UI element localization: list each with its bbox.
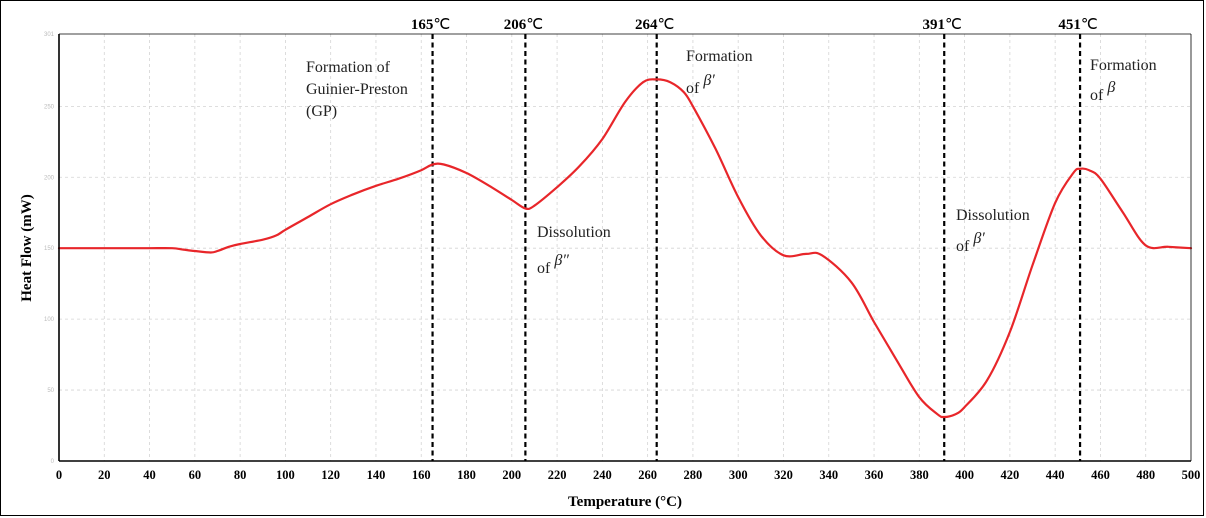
marker-label-451: 451℃	[1058, 17, 1097, 33]
x-tick-label: 460	[1091, 468, 1110, 482]
annotation-diss1-of: of	[537, 260, 554, 277]
marker-label-391: 391℃	[923, 17, 962, 33]
x-tick-labels: 0 20 40 60 80 100 120 140 160 180 200 220 240 260 280 3…	[56, 468, 1201, 482]
x-tick-label: 480	[1136, 468, 1155, 482]
annotation-diss2-sym: β′	[972, 230, 985, 247]
x-tick-label: 320	[774, 468, 793, 482]
temperature-markers: 165℃ 206℃ 264℃ 391℃ 451℃	[411, 17, 1098, 461]
annotation-form1-of: of	[686, 80, 703, 97]
annotation-form1-sym: β′	[702, 72, 715, 89]
marker-unit: ℃	[658, 17, 675, 33]
annotation-diss2-line1: Dissolution	[956, 207, 1030, 224]
annotation-diss1-line2: of β″	[537, 252, 569, 277]
marker-number: 451	[1058, 17, 1081, 33]
marker-unit: ℃	[945, 17, 962, 33]
x-tick-label: 200	[502, 468, 521, 482]
x-tick-label: 60	[189, 468, 202, 482]
y-tick-label: 100	[44, 317, 55, 323]
x-tick-label: 500	[1182, 468, 1201, 482]
y-tick-label: 150	[44, 246, 55, 252]
y-tick-label: 50	[47, 388, 54, 394]
annotation-formation-beta: Formation of β	[1090, 57, 1157, 104]
x-tick-label: 80	[234, 468, 247, 482]
x-tick-label: 400	[955, 468, 974, 482]
annotation-form2-line2: of β	[1090, 79, 1115, 104]
x-axis-title: Temperature (°C)	[568, 494, 682, 510]
x-tick-label: 440	[1046, 468, 1065, 482]
x-tick-label: 220	[548, 468, 567, 482]
annotation-dissolution-beta-double-prime: Dissolution of β″	[537, 224, 611, 277]
x-tick-label: 420	[1001, 468, 1020, 482]
annotation-form1-line1: Formation	[686, 48, 753, 65]
x-tick-label: 360	[865, 468, 884, 482]
x-tick-label: 160	[412, 468, 431, 482]
x-tick-label: 300	[729, 468, 748, 482]
x-tick-label: 40	[143, 468, 156, 482]
x-tick-label: 240	[593, 468, 612, 482]
marker-unit: ℃	[1081, 17, 1098, 33]
annotation-form1-line2: of β′	[686, 72, 715, 97]
marker-number: 165	[411, 17, 434, 33]
x-tick-label: 340	[819, 468, 838, 482]
x-tick-label: 260	[638, 468, 657, 482]
y-tick-label: 250	[44, 104, 55, 110]
annotation-dissolution-beta-prime: Dissolution of β′	[956, 207, 1030, 255]
annotation-gp: Formation of Guinier-Preston (GP)	[306, 59, 408, 120]
grid	[59, 34, 1191, 461]
annotation-diss2-of: of	[956, 238, 973, 255]
y-tick-label: 301	[44, 32, 55, 38]
annotation-diss2-line2: of β′	[956, 230, 985, 255]
x-tick-label: 140	[367, 468, 386, 482]
y-tick-labels: 0 50 100 150 200 250 301	[44, 32, 55, 465]
annotation-formation-beta-prime: Formation of β′	[686, 48, 753, 97]
marker-number: 391	[923, 17, 946, 33]
annotation-form2-line1: Formation	[1090, 57, 1157, 74]
annotation-gp-line2: Guinier-Preston	[306, 81, 408, 98]
annotation-form2-of: of	[1090, 87, 1107, 104]
x-tick-label: 280	[684, 468, 703, 482]
y-tick-label: 200	[44, 175, 55, 181]
x-tick-label: 180	[457, 468, 476, 482]
marker-number: 206	[504, 17, 527, 33]
marker-number: 264	[635, 17, 658, 33]
annotation-diss1-sym: β″	[553, 252, 569, 269]
y-tick-label: 0	[51, 459, 55, 465]
marker-label-165: 165℃	[411, 17, 450, 33]
x-tick-label: 20	[98, 468, 111, 482]
annotation-form2-sym: β	[1106, 79, 1115, 96]
marker-unit: ℃	[433, 17, 450, 33]
marker-label-206: 206℃	[504, 17, 543, 33]
x-tick-label: 380	[910, 468, 929, 482]
x-tick-label: 100	[276, 468, 295, 482]
marker-label-264: 264℃	[635, 17, 674, 33]
x-tick-label: 0	[56, 468, 62, 482]
y-axis-title: Heat Flow (mW)	[19, 194, 35, 301]
annotation-gp-line1: Formation of	[306, 59, 391, 76]
marker-unit: ℃	[526, 17, 543, 33]
annotation-diss1-line1: Dissolution	[537, 224, 611, 241]
heat-flow-curve	[57, 78, 1193, 419]
annotation-gp-line3: (GP)	[306, 103, 337, 120]
x-tick-label: 120	[321, 468, 340, 482]
